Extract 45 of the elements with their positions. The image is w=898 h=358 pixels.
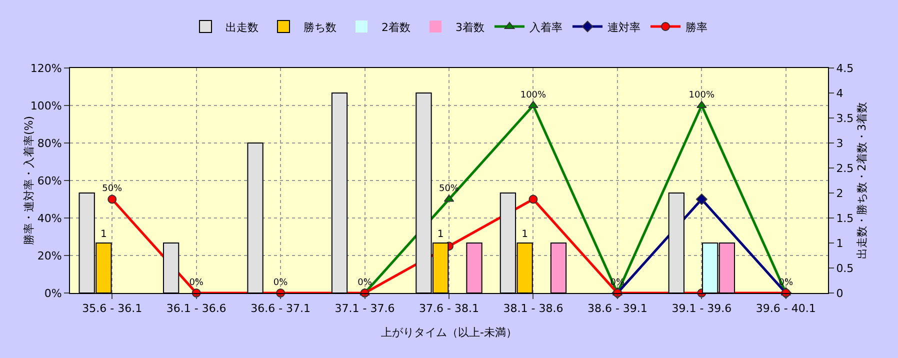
x-tick-label: 35.6 - 36.1 bbox=[82, 302, 142, 316]
legend-label: 勝ち数 bbox=[304, 20, 336, 34]
data-label: 100% bbox=[688, 90, 715, 100]
y-tick-label: 80% bbox=[37, 136, 62, 150]
legend-label: 連対率 bbox=[608, 20, 640, 34]
x-axis-title: 上がりタイム（以上-未満） bbox=[381, 326, 517, 339]
y-tick-label: 100% bbox=[30, 99, 62, 112]
data-label: 50% bbox=[102, 184, 123, 194]
legend-label: 出走数 bbox=[226, 20, 258, 34]
y-tick-label: 20% bbox=[37, 249, 62, 262]
y2-tick-label: 1 bbox=[836, 236, 844, 250]
data-label: 1 bbox=[522, 229, 528, 240]
data-label: 1 bbox=[437, 229, 444, 240]
data-label: 0% bbox=[273, 278, 288, 288]
data-label: 0% bbox=[189, 278, 204, 288]
x-tick-label: 36.1 - 36.6 bbox=[166, 302, 226, 316]
y2-tick-label: 0.5 bbox=[836, 262, 854, 275]
y2-tick-label: 3.5 bbox=[836, 112, 854, 125]
x-tick-label: 36.6 - 37.1 bbox=[250, 302, 311, 316]
x-tick-label: 37.1 - 37.6 bbox=[334, 302, 395, 316]
x-tick-label: 37.6 - 38.1 bbox=[419, 302, 479, 316]
y-tick-label: 0% bbox=[44, 286, 62, 300]
legend-label: 3着数 bbox=[456, 20, 484, 34]
y-tick-label: 120% bbox=[30, 62, 62, 75]
legend-label: 入着率 bbox=[530, 20, 562, 34]
legend-label: 勝率 bbox=[686, 20, 708, 34]
x-tick-label: 39.1 - 39.6 bbox=[672, 302, 732, 316]
y2-axis-title: 出走数・勝ち数・2着数・3着数 bbox=[856, 102, 869, 259]
x-tick-label: 38.1 - 38.6 bbox=[503, 302, 564, 316]
y2-tick-label: 0 bbox=[836, 286, 844, 300]
legend-label: 2着数 bbox=[382, 20, 410, 34]
y2-tick-label: 4 bbox=[836, 86, 844, 100]
y-tick-label: 40% bbox=[37, 212, 62, 225]
y2-tick-label: 1.5 bbox=[836, 212, 854, 225]
data-label: 1 bbox=[100, 229, 107, 240]
y2-tick-label: 4.5 bbox=[836, 62, 854, 75]
x-tick-label: 38.6 - 39.1 bbox=[587, 302, 648, 316]
y2-tick-label: 2.5 bbox=[836, 162, 854, 175]
y-tick-label: 60% bbox=[37, 174, 62, 188]
x-tick-label: 39.6 - 40.1 bbox=[756, 302, 816, 316]
y-axis-title: 勝率・連対率・入着率(%) bbox=[22, 116, 36, 246]
y2-tick-label: 3 bbox=[836, 136, 844, 150]
data-label: 0% bbox=[358, 278, 372, 288]
data-label: 100% bbox=[520, 90, 547, 100]
y2-tick-label: 2 bbox=[836, 186, 844, 200]
